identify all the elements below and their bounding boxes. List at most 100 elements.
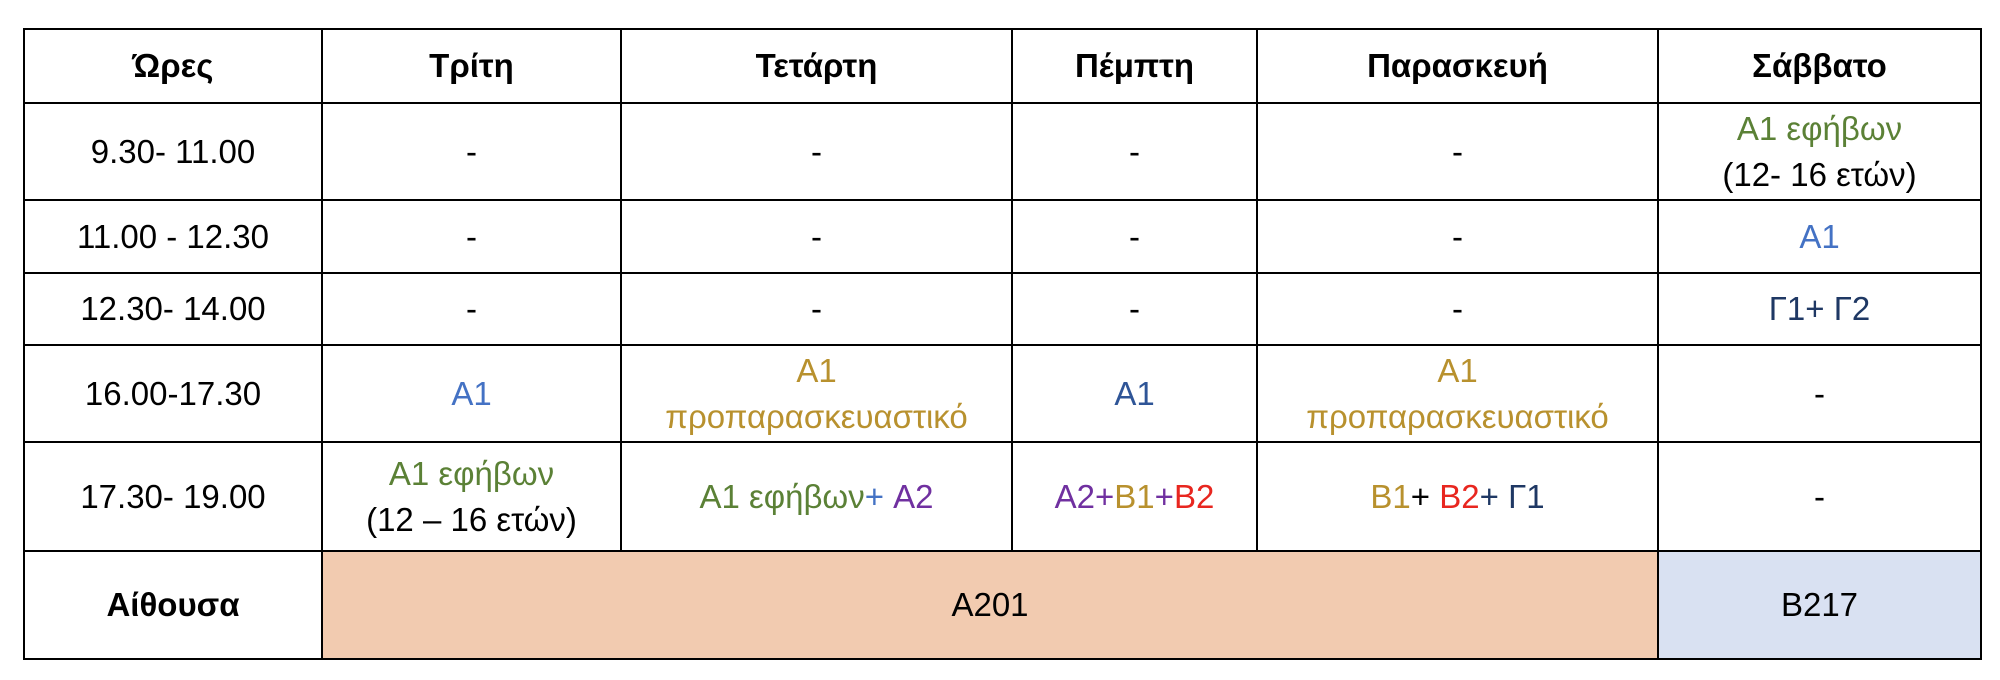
cell-line: - bbox=[626, 129, 1007, 175]
class-text: B2 bbox=[1173, 477, 1215, 515]
class-text: προπαρασκευαστικό bbox=[665, 397, 968, 435]
class-text: A1 bbox=[451, 374, 492, 412]
header-row: Ώρες Τρίτη Τετάρτη Πέμπτη Παρασκευή Σάββατο bbox=[23, 28, 1982, 104]
cell-line: A1 εφήβων+ A2 bbox=[626, 474, 1007, 520]
room-cell: A201 bbox=[321, 550, 1659, 660]
cell-line: - bbox=[1262, 214, 1653, 260]
class-text: - bbox=[1452, 290, 1463, 327]
class-text: B1 bbox=[1370, 477, 1411, 515]
header-cell: Τετάρτη bbox=[620, 28, 1013, 104]
cell-line: - bbox=[1663, 474, 1976, 520]
class-text: (12 – 16 ετών) bbox=[366, 500, 577, 538]
class-text: A1 εφήβων bbox=[388, 454, 555, 492]
schedule-row: 11.00 - 12.30 - - - - A1 bbox=[23, 199, 1982, 274]
class-cell: A1 εφήβων (12 – 16 ετών) bbox=[321, 441, 622, 552]
class-text: - bbox=[811, 217, 822, 255]
class-cell: - bbox=[1256, 199, 1659, 274]
class-text: B1 bbox=[1114, 477, 1155, 515]
class-cell: - bbox=[1011, 272, 1258, 346]
header-cell: Ώρες bbox=[23, 28, 323, 104]
cell-line: - bbox=[1663, 371, 1976, 417]
class-cell: A1 εφήβων+ A2 bbox=[620, 441, 1013, 552]
room-label: Αίθουσα bbox=[23, 550, 323, 660]
cell-line: - bbox=[327, 214, 616, 260]
room-row: Αίθουσα A201 B217 bbox=[23, 550, 1982, 660]
class-text: - bbox=[1814, 477, 1825, 515]
time-cell: 16.00-17.30 bbox=[23, 344, 323, 443]
room-cell: B217 bbox=[1657, 550, 1982, 660]
schedule-row: 16.00-17.30 A1 A1 προπαρασκευαστικό A1 A1 προπ… bbox=[23, 344, 1982, 443]
cell-line: - bbox=[1262, 286, 1653, 332]
class-text: - bbox=[811, 132, 822, 170]
class-text: - bbox=[466, 132, 477, 170]
cell-line: - bbox=[327, 286, 616, 332]
class-text: - bbox=[811, 290, 822, 327]
class-cell: - bbox=[321, 199, 622, 274]
header-cell: Τρίτη bbox=[321, 28, 622, 104]
class-cell: A1 εφήβων (12- 16 ετών) bbox=[1657, 102, 1982, 201]
class-cell: A1 προπαρασκευαστικό bbox=[620, 344, 1013, 443]
cell-line: - bbox=[1017, 286, 1252, 332]
class-cell: - bbox=[620, 272, 1013, 346]
class-text: A1 εφήβων bbox=[1736, 109, 1903, 147]
cell-line: Γ1+ Γ2 bbox=[1663, 286, 1976, 332]
schedule-row: 9.30- 11.00 - - - - A1 εφήβων (12- 16 ετών) bbox=[23, 102, 1982, 201]
cell-line: προπαρασκευαστικό bbox=[1262, 394, 1653, 440]
schedule-table: Ώρες Τρίτη Τετάρτη Πέμπτη Παρασκευή Σάββατο 9… bbox=[23, 28, 1982, 660]
cell-line: A1 bbox=[1262, 348, 1653, 394]
cell-line: A1 bbox=[327, 371, 616, 417]
class-text: - bbox=[1452, 132, 1463, 170]
class-cell: - bbox=[620, 102, 1013, 201]
class-text: A1 bbox=[1799, 217, 1840, 255]
class-cell: - bbox=[620, 199, 1013, 274]
class-text: A1 bbox=[796, 351, 837, 389]
class-cell: A1 bbox=[1657, 199, 1982, 274]
class-text: - bbox=[1452, 217, 1463, 255]
cell-line: - bbox=[327, 129, 616, 175]
cell-line: A1 bbox=[1663, 214, 1976, 260]
class-text: προπαρασκευαστικό bbox=[1306, 397, 1609, 435]
class-text: - bbox=[1129, 290, 1140, 327]
class-text: (12- 16 ετών) bbox=[1722, 155, 1917, 193]
class-cell: - bbox=[1011, 102, 1258, 201]
class-text: A1 bbox=[1114, 374, 1155, 412]
cell-line: A1 εφήβων bbox=[1663, 106, 1976, 152]
class-cell: A2+B1+B2 bbox=[1011, 441, 1258, 552]
class-cell: Γ1+ Γ2 bbox=[1657, 272, 1982, 346]
cell-line: - bbox=[1262, 129, 1653, 175]
header-cell: Πέμπτη bbox=[1011, 28, 1258, 104]
class-cell: - bbox=[1657, 344, 1982, 443]
cell-line: - bbox=[626, 286, 1007, 332]
class-cell: - bbox=[1256, 102, 1659, 201]
class-text: + bbox=[1154, 477, 1174, 515]
cell-line: - bbox=[626, 214, 1007, 260]
cell-line: B1+ B2+ Γ1 bbox=[1262, 474, 1653, 520]
class-text: + bbox=[1410, 477, 1440, 515]
class-text: B2 bbox=[1439, 477, 1480, 515]
time-cell: 17.30- 19.00 bbox=[23, 441, 323, 552]
schedule-row: 17.30- 19.00 A1 εφήβων (12 – 16 ετών) A1 εφ… bbox=[23, 441, 1982, 552]
cell-line: (12 – 16 ετών) bbox=[327, 497, 616, 543]
schedule-row: 12.30- 14.00 - - - - Γ1+ Γ2 bbox=[23, 272, 1982, 346]
class-text: Γ1+ Γ2 bbox=[1768, 290, 1871, 327]
class-cell: A1 bbox=[1011, 344, 1258, 443]
cell-line: - bbox=[1017, 129, 1252, 175]
time-cell: 9.30- 11.00 bbox=[23, 102, 323, 201]
class-text: + bbox=[1479, 477, 1509, 515]
header-cell: Σάββατο bbox=[1657, 28, 1982, 104]
class-text: - bbox=[1129, 217, 1140, 255]
cell-line: A1 bbox=[626, 348, 1007, 394]
class-text: A2 bbox=[883, 477, 934, 515]
header-cell: Παρασκευή bbox=[1256, 28, 1659, 104]
class-cell: A1 προπαρασκευαστικό bbox=[1256, 344, 1659, 443]
class-text: + bbox=[864, 477, 884, 515]
class-cell: B1+ B2+ Γ1 bbox=[1256, 441, 1659, 552]
class-cell: - bbox=[321, 102, 622, 201]
cell-line: A1 εφήβων bbox=[327, 451, 616, 497]
time-cell: 12.30- 14.00 bbox=[23, 272, 323, 346]
class-text: A2+ bbox=[1054, 477, 1115, 515]
cell-line: προπαρασκευαστικό bbox=[626, 394, 1007, 440]
class-cell: - bbox=[321, 272, 622, 346]
class-cell: - bbox=[1256, 272, 1659, 346]
